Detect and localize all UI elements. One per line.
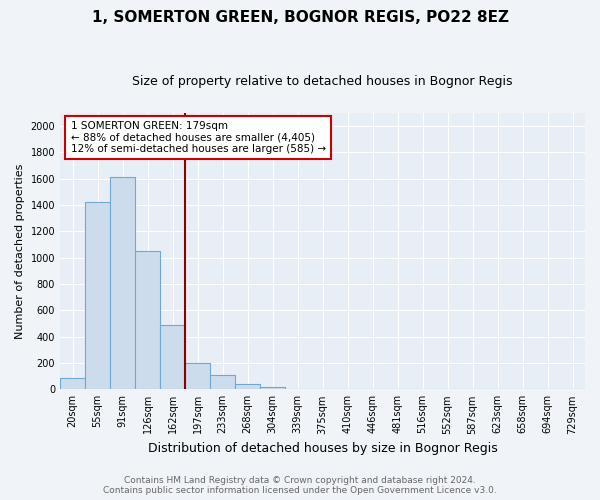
Bar bbox=[260, 386, 285, 390]
Text: Contains HM Land Registry data © Crown copyright and database right 2024.
Contai: Contains HM Land Registry data © Crown c… bbox=[103, 476, 497, 495]
Bar bbox=[85, 202, 110, 390]
Text: 1, SOMERTON GREEN, BOGNOR REGIS, PO22 8EZ: 1, SOMERTON GREEN, BOGNOR REGIS, PO22 8E… bbox=[91, 10, 509, 25]
Bar bbox=[60, 378, 85, 390]
Bar bbox=[160, 325, 185, 390]
Bar bbox=[135, 251, 160, 390]
Title: Size of property relative to detached houses in Bognor Regis: Size of property relative to detached ho… bbox=[132, 75, 513, 88]
Bar bbox=[185, 363, 210, 390]
Bar bbox=[210, 375, 235, 390]
X-axis label: Distribution of detached houses by size in Bognor Regis: Distribution of detached houses by size … bbox=[148, 442, 497, 455]
Text: 1 SOMERTON GREEN: 179sqm
← 88% of detached houses are smaller (4,405)
12% of sem: 1 SOMERTON GREEN: 179sqm ← 88% of detach… bbox=[71, 121, 326, 154]
Bar bbox=[235, 384, 260, 390]
Y-axis label: Number of detached properties: Number of detached properties bbox=[15, 164, 25, 338]
Bar bbox=[110, 178, 135, 390]
